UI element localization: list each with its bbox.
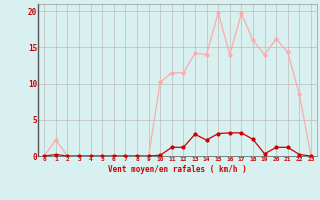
X-axis label: Vent moyen/en rafales ( km/h ): Vent moyen/en rafales ( km/h ) <box>108 165 247 174</box>
